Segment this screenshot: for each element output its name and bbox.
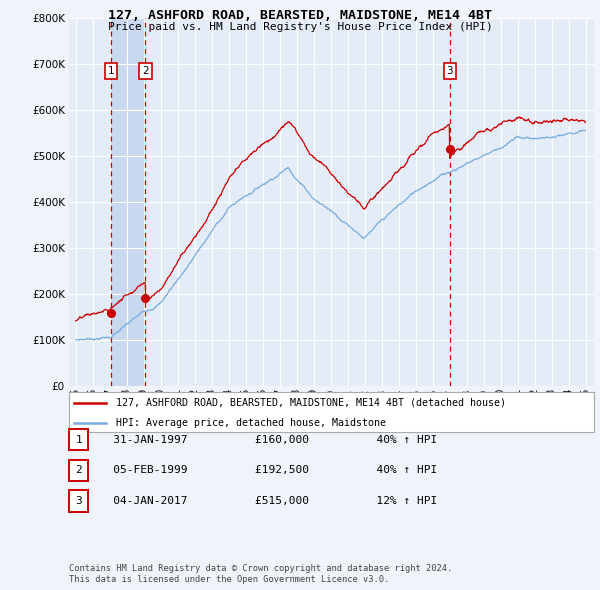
Text: 1: 1 <box>75 435 82 444</box>
Text: Price paid vs. HM Land Registry's House Price Index (HPI): Price paid vs. HM Land Registry's House … <box>107 22 493 32</box>
Text: HPI: Average price, detached house, Maidstone: HPI: Average price, detached house, Maid… <box>116 418 386 428</box>
Text: 3: 3 <box>75 496 82 506</box>
Text: 127, ASHFORD ROAD, BEARSTED, MAIDSTONE, ME14 4BT: 127, ASHFORD ROAD, BEARSTED, MAIDSTONE, … <box>108 9 492 22</box>
Bar <box>111 18 145 386</box>
Text: 2: 2 <box>75 466 82 475</box>
Text: Contains HM Land Registry data © Crown copyright and database right 2024.: Contains HM Land Registry data © Crown c… <box>69 565 452 573</box>
Text: 3: 3 <box>446 66 453 76</box>
Text: 04-JAN-2017          £515,000          12% ↑ HPI: 04-JAN-2017 £515,000 12% ↑ HPI <box>93 496 437 506</box>
Text: 2: 2 <box>142 66 149 76</box>
Text: 1: 1 <box>108 66 115 76</box>
Text: 127, ASHFORD ROAD, BEARSTED, MAIDSTONE, ME14 4BT (detached house): 127, ASHFORD ROAD, BEARSTED, MAIDSTONE, … <box>116 398 506 408</box>
Text: This data is licensed under the Open Government Licence v3.0.: This data is licensed under the Open Gov… <box>69 575 389 584</box>
Text: 31-JAN-1997          £160,000          40% ↑ HPI: 31-JAN-1997 £160,000 40% ↑ HPI <box>93 435 437 444</box>
Text: 05-FEB-1999          £192,500          40% ↑ HPI: 05-FEB-1999 £192,500 40% ↑ HPI <box>93 466 437 475</box>
